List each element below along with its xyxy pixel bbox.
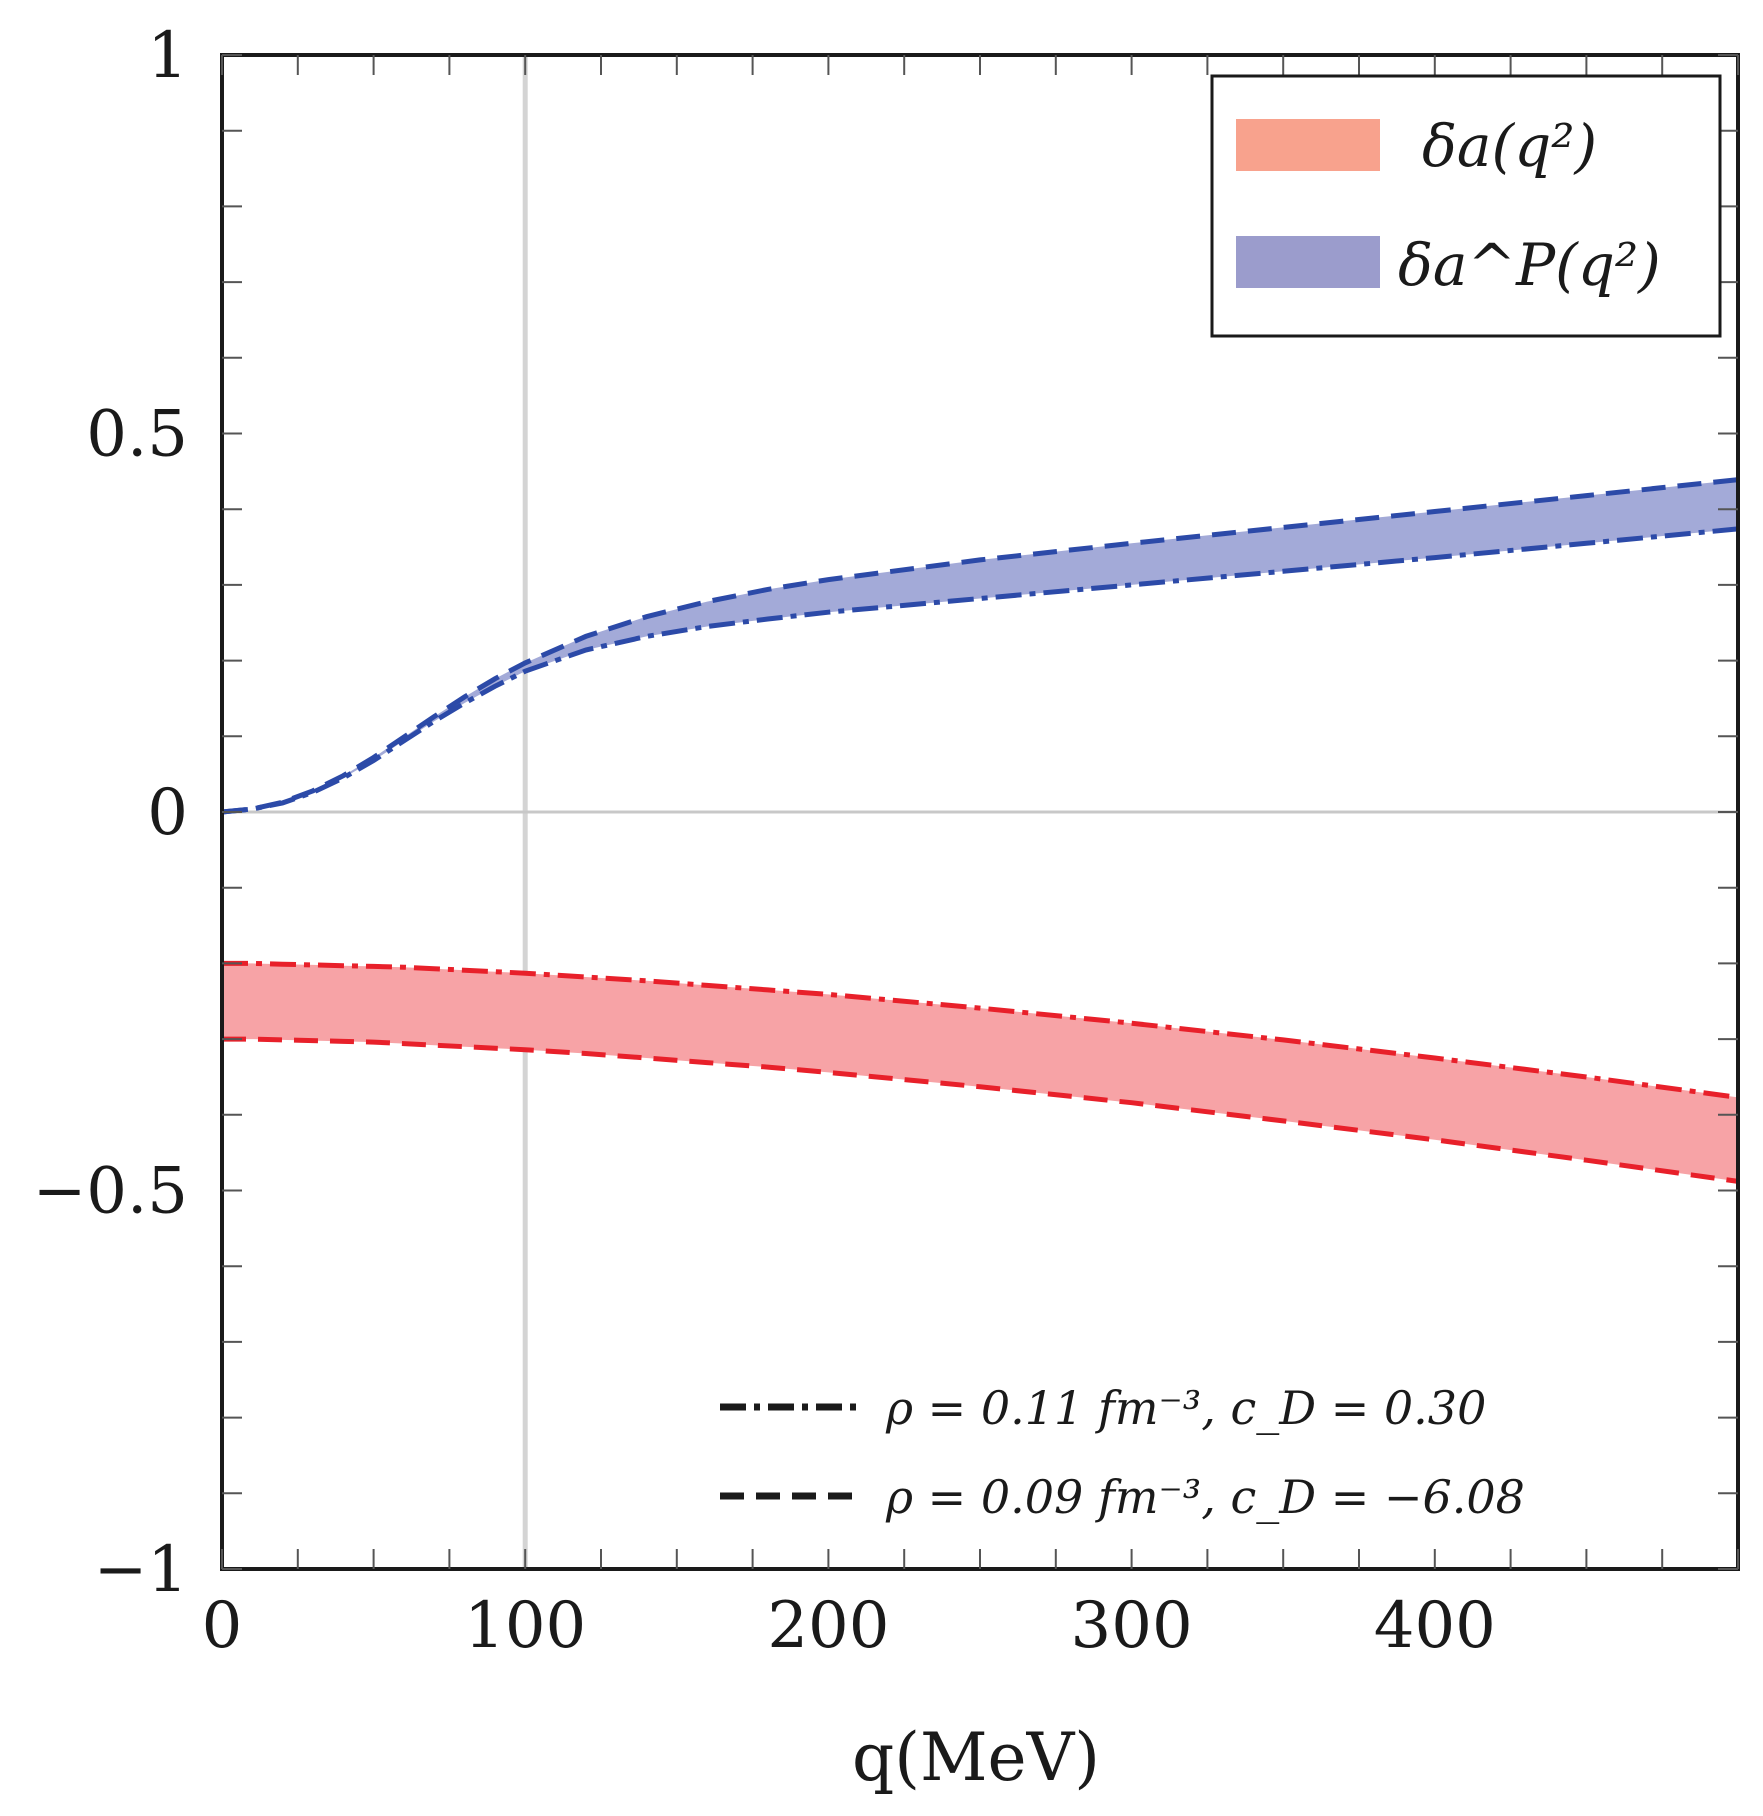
legend-label-dash-dot: ρ = 0.11 fm⁻³, c_D = 0.30 bbox=[885, 1381, 1486, 1435]
band-area-0 bbox=[222, 963, 1738, 1182]
x-tick-label: 400 bbox=[1374, 1589, 1496, 1663]
band-area-1 bbox=[222, 479, 1738, 812]
x-tick-label: 200 bbox=[767, 1589, 889, 1663]
y-tick-label: 1 bbox=[147, 19, 188, 93]
x-tick-label: 0 bbox=[202, 1589, 243, 1663]
y-tick-label: 0.5 bbox=[86, 398, 188, 472]
plot-layer bbox=[221, 55, 1739, 1569]
y-tick-label: 0 bbox=[147, 776, 188, 850]
x-tick-label: 100 bbox=[464, 1589, 586, 1663]
legend-swatch-delta-a bbox=[1236, 119, 1380, 171]
y-tick-label: −1 bbox=[94, 1533, 188, 1607]
legend-label-delta-a: δa(q²) bbox=[1422, 112, 1597, 180]
band-0-lower-curve bbox=[222, 1036, 1739, 1184]
legend-label-dashed: ρ = 0.09 fm⁻³, c_D = −6.08 bbox=[885, 1470, 1525, 1524]
legend-lines: ρ = 0.11 fm⁻³, c_D = 0.30 ρ = 0.09 fm⁻³,… bbox=[720, 1381, 1525, 1524]
legend-swatch-delta-a-p bbox=[1236, 236, 1380, 288]
bands-layer bbox=[222, 479, 1738, 1182]
x-axis-label: q(MeV) bbox=[852, 1719, 1100, 1796]
band-1-lower-curve bbox=[221, 526, 1739, 815]
band-0-upper-curve bbox=[222, 960, 1739, 1100]
legend-label-delta-a-p: δa^P(q²) bbox=[1398, 231, 1661, 299]
legend-bands: δa(q²) δa^P(q²) bbox=[1210, 74, 1722, 338]
curves-layer bbox=[221, 477, 1739, 1184]
ticks-layer: 0 100 200 300 400 −1 −0.5 0 0.5 1 bbox=[33, 19, 1739, 1663]
x-tick-label: 300 bbox=[1071, 1589, 1193, 1663]
y-tick-label: −0.5 bbox=[33, 1155, 188, 1229]
